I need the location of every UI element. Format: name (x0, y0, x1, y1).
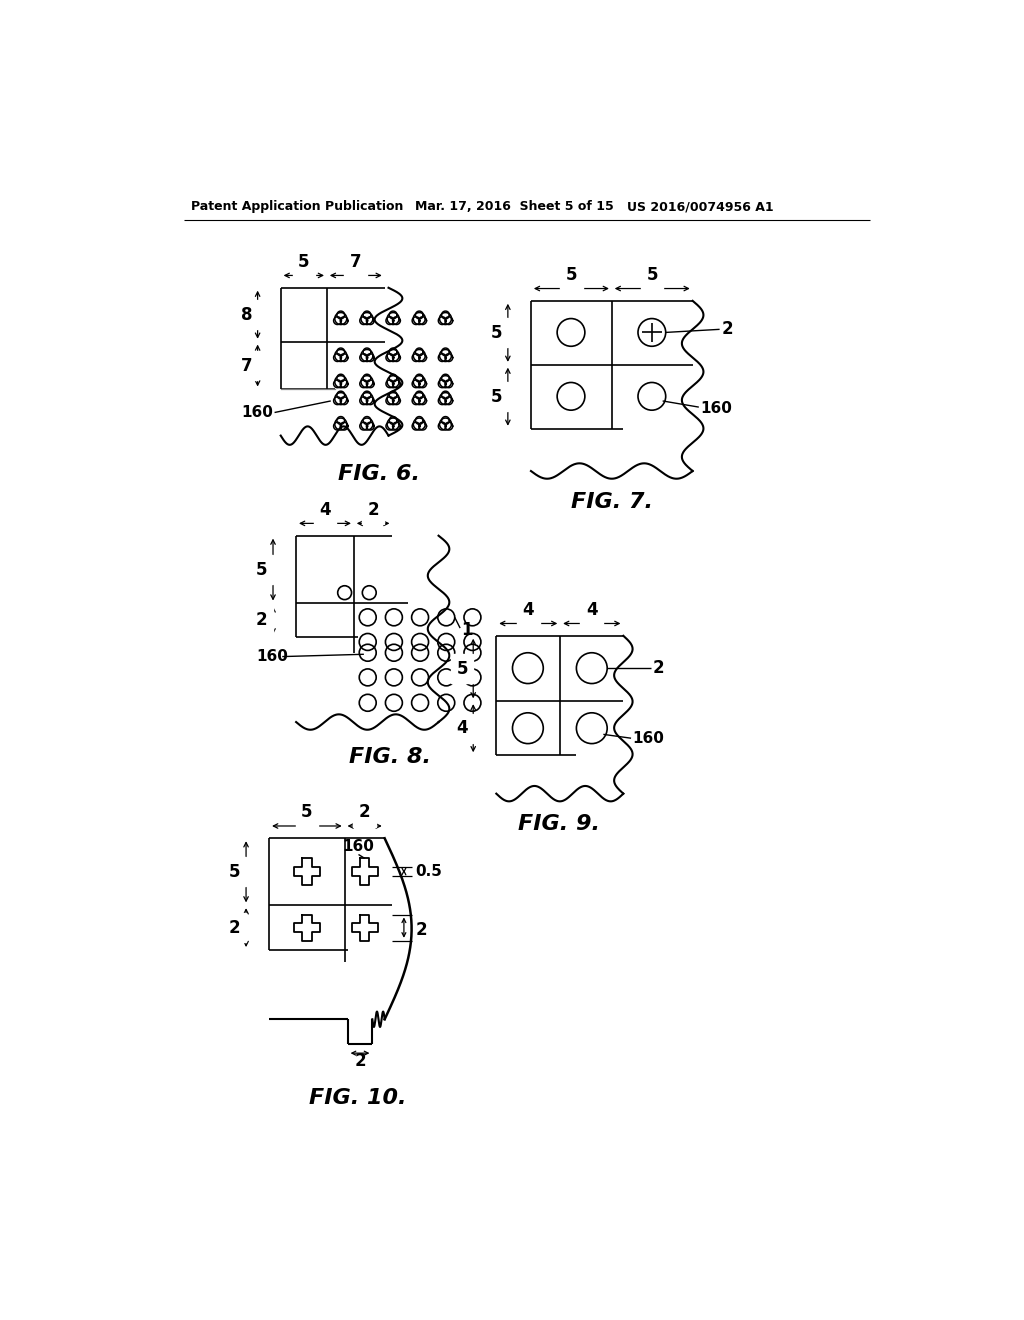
Text: 5: 5 (490, 323, 503, 342)
Text: 5: 5 (646, 265, 658, 284)
Text: 2: 2 (416, 921, 427, 939)
Text: FIG. 9.: FIG. 9. (518, 814, 600, 834)
Text: 7: 7 (241, 356, 252, 375)
Text: 160: 160 (256, 649, 288, 664)
Text: 1: 1 (462, 622, 473, 639)
Text: 160: 160 (241, 405, 273, 420)
Text: FIG. 10.: FIG. 10. (309, 1088, 407, 1107)
Text: US 2016/0074956 A1: US 2016/0074956 A1 (628, 201, 774, 214)
Text: 2: 2 (354, 1052, 366, 1069)
Text: 2: 2 (652, 659, 665, 677)
Text: 160: 160 (633, 731, 665, 747)
Text: 5: 5 (490, 388, 503, 405)
Text: 2: 2 (722, 321, 733, 338)
Text: FIG. 8.: FIG. 8. (349, 747, 431, 767)
Text: 5: 5 (229, 863, 241, 880)
Text: 4: 4 (457, 719, 468, 737)
Text: 4: 4 (319, 500, 331, 519)
Text: 5: 5 (457, 660, 468, 677)
Text: 2: 2 (256, 611, 267, 630)
Text: 5: 5 (301, 804, 312, 821)
Text: Patent Application Publication: Patent Application Publication (190, 201, 403, 214)
Text: 5: 5 (298, 253, 309, 271)
Text: 160: 160 (343, 840, 375, 854)
Text: 0.5: 0.5 (416, 863, 442, 879)
Text: 160: 160 (700, 401, 732, 416)
Text: 8: 8 (241, 306, 252, 323)
Text: 5: 5 (565, 265, 578, 284)
Text: Mar. 17, 2016  Sheet 5 of 15: Mar. 17, 2016 Sheet 5 of 15 (416, 201, 614, 214)
Text: 2: 2 (229, 919, 241, 937)
Text: 4: 4 (522, 601, 535, 619)
Text: 5: 5 (256, 561, 267, 578)
Text: 4: 4 (586, 601, 598, 619)
Text: FIG. 6.: FIG. 6. (338, 465, 420, 484)
Text: FIG. 7.: FIG. 7. (570, 492, 653, 512)
Text: 7: 7 (350, 253, 361, 271)
Text: 2: 2 (368, 500, 379, 519)
Text: 2: 2 (358, 804, 371, 821)
